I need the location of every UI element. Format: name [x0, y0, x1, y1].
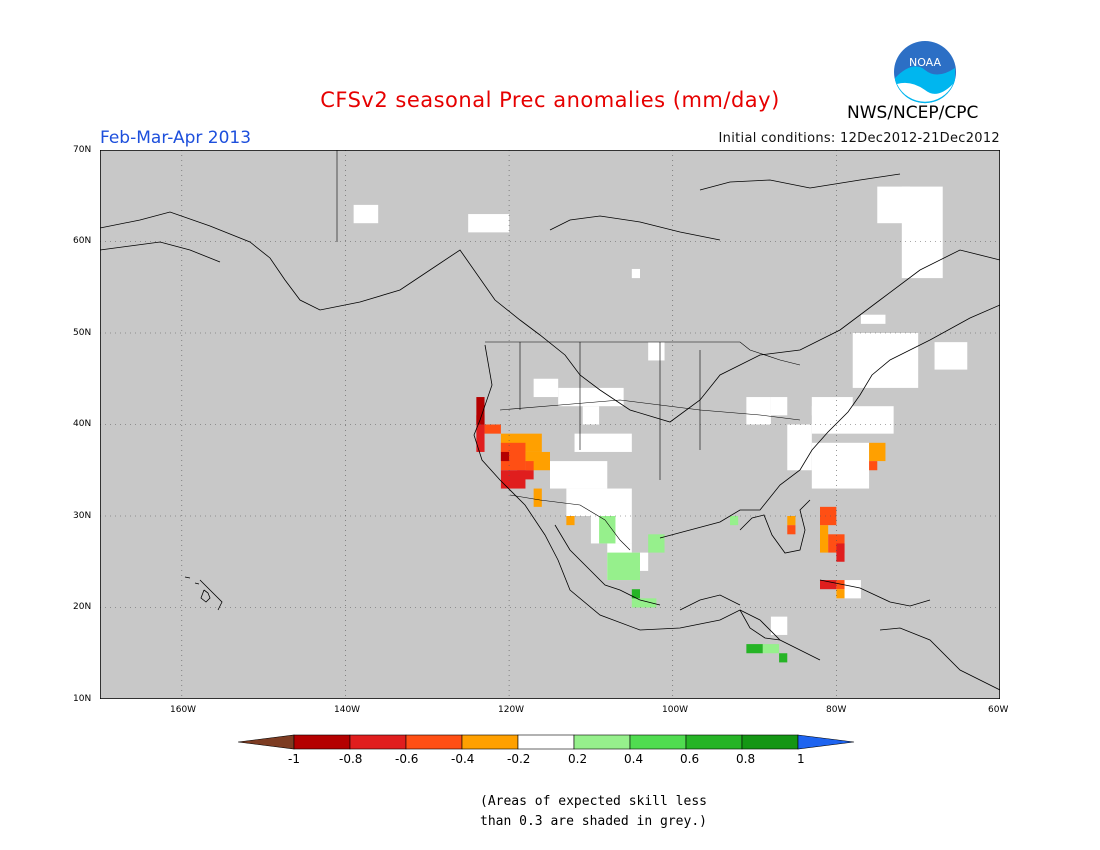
anomaly-cell-red-orange — [525, 461, 534, 471]
lon-label-60w: 60W — [988, 705, 1009, 715]
anomaly-cell-white — [533, 378, 559, 398]
anomaly-cell-orange — [566, 516, 575, 526]
noaa-logo: NOAA — [893, 40, 957, 108]
anomaly-cell-red-orange — [869, 461, 878, 471]
lat-label-10n: 10N — [73, 694, 92, 704]
colorbar-swatch — [293, 734, 351, 750]
anomaly-cell-orange — [533, 488, 542, 507]
map-title: CFSv2 seasonal Prec anomalies (mm/day) — [320, 88, 780, 112]
lon-label-120w: 120W — [498, 705, 525, 715]
anomaly-cells — [353, 186, 968, 663]
anomaly-cell-red — [836, 543, 845, 562]
anomaly-cell-white — [770, 397, 788, 416]
lon-label-140w: 140W — [334, 705, 361, 715]
colorbar-label: -0.4 — [451, 752, 475, 766]
graticule — [100, 150, 1000, 699]
anomaly-cell-white — [860, 314, 886, 324]
precip-anomaly-map — [100, 150, 1000, 699]
anomaly-cell-white — [582, 406, 600, 425]
lon-label-100w: 100W — [662, 705, 689, 715]
colorbar-arrow-low — [238, 734, 295, 750]
colorbar-label: -0.6 — [395, 752, 419, 766]
colorbar-swatch — [685, 734, 743, 750]
anomaly-cell-white — [811, 442, 870, 489]
colorbar-label: 0.2 — [568, 752, 588, 766]
colorbar-label: -0.2 — [507, 752, 531, 766]
anomaly-cell-white — [468, 214, 510, 233]
anomaly-cell-red-orange — [836, 580, 845, 590]
lon-label-80w: 80W — [826, 705, 847, 715]
colorbar-swatch — [405, 734, 463, 750]
lat-label-70n: 70N — [73, 145, 92, 155]
anomaly-cell-orange — [820, 525, 829, 553]
colorbar-swatch — [349, 734, 407, 750]
lat-label-40n: 40N — [73, 419, 92, 429]
logo-text: NOAA — [909, 56, 942, 69]
anomaly-cell-white — [648, 342, 665, 361]
anomaly-cell-darkred — [476, 397, 485, 425]
anomaly-cell-white — [901, 186, 943, 279]
colorbar-swatch — [629, 734, 687, 750]
anomaly-cell-lightgreen — [607, 552, 640, 581]
skill-note: (Areas of expected skill less than 0.3 a… — [480, 792, 707, 832]
anomaly-cell-red-orange — [484, 424, 501, 434]
anomaly-cell-lightgreen — [762, 644, 780, 654]
anomaly-cell-orange — [869, 442, 886, 462]
anomaly-cell-lightgreen — [631, 598, 657, 608]
colorbar-label: 1 — [797, 752, 805, 766]
lon-label-160w: 160W — [170, 705, 197, 715]
anomaly-cell-lightgreen — [599, 516, 616, 544]
anomaly-cell-red — [476, 415, 485, 452]
anomaly-cell-white — [770, 616, 788, 635]
colorbar-label: 0.4 — [624, 752, 644, 766]
anomaly-cell-white — [852, 333, 919, 388]
colorbar — [238, 734, 855, 750]
agency-label: NWS/NCEP/CPC — [847, 103, 979, 123]
lat-label-20n: 20N — [73, 602, 92, 612]
anomaly-cell-red-orange — [820, 506, 837, 526]
anomaly-cell-lightgreen — [730, 516, 739, 526]
skill-note-line: than 0.3 are shaded in grey.) — [480, 814, 707, 829]
forecast-period: Feb-Mar-Apr 2013 — [100, 128, 252, 148]
anomaly-cell-white — [746, 397, 771, 425]
anomaly-cell-red — [820, 580, 837, 590]
coastlines — [100, 173, 1000, 691]
anomaly-cell-green — [631, 589, 640, 599]
colorbar-swatch — [573, 734, 631, 750]
lat-label-60n: 60N — [73, 236, 92, 246]
anomaly-cell-white — [787, 424, 812, 471]
anomaly-cell-red — [517, 470, 534, 480]
anomaly-cell-white — [353, 204, 379, 224]
anomaly-cell-lightgreen — [648, 534, 665, 553]
anomaly-cell-orange — [787, 516, 796, 526]
colorbar-label: 0.8 — [736, 752, 756, 766]
lat-label-30n: 30N — [73, 511, 92, 521]
colorbar-swatch — [461, 734, 519, 750]
colorbar-label: -0.8 — [339, 752, 363, 766]
anomaly-cell-green — [779, 653, 788, 663]
anomaly-cell-orange — [836, 589, 845, 599]
colorbar-swatch — [741, 734, 799, 750]
anomaly-cell-white — [934, 342, 968, 370]
anomaly-cell-white — [550, 461, 608, 489]
anomaly-cell-green — [746, 644, 763, 654]
colorbar-label: -1 — [288, 752, 300, 766]
skill-note-line: (Areas of expected skill less — [480, 794, 707, 809]
anomaly-cell-white — [811, 397, 853, 416]
initial-conditions: Initial conditions: 12Dec2012-21Dec2012 — [718, 131, 1000, 146]
colorbar-arrow-high — [797, 734, 855, 750]
colorbar-label: 0.6 — [680, 752, 700, 766]
anomaly-cell-red-orange — [787, 525, 796, 535]
anomaly-cell-white — [574, 433, 632, 452]
anomaly-cell-white — [558, 387, 624, 407]
lat-label-50n: 50N — [73, 328, 92, 338]
colorbar-swatch — [517, 734, 575, 750]
anomaly-cell-white — [566, 488, 632, 516]
anomaly-cell-white — [631, 268, 640, 279]
anomaly-cell-darkred — [500, 451, 510, 462]
